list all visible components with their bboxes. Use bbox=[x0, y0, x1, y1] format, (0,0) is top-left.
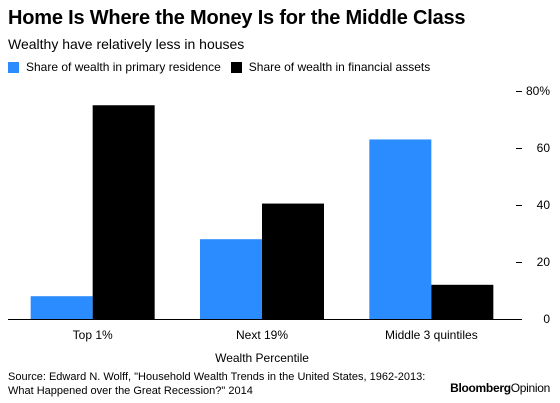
x-tick-label: Top 1% bbox=[73, 328, 113, 342]
y-tick-label: 20 bbox=[537, 255, 551, 269]
y-tick-label: 80% bbox=[526, 84, 550, 98]
chart-title: Home Is Where the Money Is for the Middl… bbox=[8, 7, 466, 29]
x-axis-title: Wealth Percentile bbox=[215, 351, 309, 365]
bar-financial-1 bbox=[262, 203, 324, 319]
legend: Share of wealth in primary residence Sha… bbox=[8, 60, 440, 74]
source-note: Source: Edward N. Wolff, "Household Weal… bbox=[8, 371, 426, 397]
x-tick-label: Middle 3 quintiles bbox=[385, 328, 478, 342]
bar-financial-0 bbox=[92, 105, 155, 319]
legend-swatch-residence bbox=[8, 61, 19, 73]
x-tick-label: Next 19% bbox=[236, 328, 288, 342]
bar-financial-2 bbox=[431, 284, 494, 319]
y-tick-label: 40 bbox=[537, 198, 551, 212]
legend-item-residence: Share of wealth in primary residence bbox=[8, 60, 221, 74]
chart-subtitle: Wealthy have relatively less in houses bbox=[8, 36, 245, 52]
bar-residence-1 bbox=[200, 239, 262, 319]
y-tick-label: 0 bbox=[543, 312, 550, 326]
brand-name: Bloomberg bbox=[450, 381, 511, 395]
legend-swatch-financial bbox=[230, 61, 242, 73]
brand-suffix: Opinion bbox=[510, 381, 551, 395]
y-tick-label: 60 bbox=[537, 141, 551, 155]
bar-residence-2 bbox=[369, 139, 432, 319]
bar-residence-0 bbox=[30, 296, 93, 319]
legend-item-financial: Share of wealth in financial assets bbox=[230, 60, 431, 74]
legend-label-financial: Share of wealth in financial assets bbox=[248, 60, 431, 74]
brand-logo: BloombergOpinion bbox=[450, 381, 550, 395]
legend-label-residence: Share of wealth in primary residence bbox=[26, 60, 221, 74]
